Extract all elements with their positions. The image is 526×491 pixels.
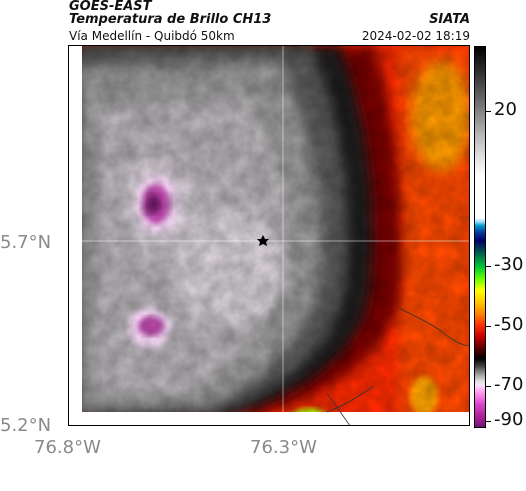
- nodata-bottom: [69, 412, 469, 425]
- lat-label-top: 5.7°N: [0, 232, 52, 253]
- border-line-2: [326, 385, 375, 413]
- border-line-3: [326, 393, 351, 425]
- colorbar-tick: [486, 111, 491, 112]
- satellite-image: [69, 46, 469, 425]
- colorbar-label: 20: [494, 99, 517, 120]
- lon-label-right: 76.3°W: [250, 437, 317, 458]
- texture-overlay: [69, 46, 469, 425]
- border-line-1: [398, 307, 469, 347]
- colorbar-label: -50: [494, 314, 524, 335]
- product-title: Temperatura de Brillo CH13: [69, 12, 272, 27]
- star-marker: [257, 235, 269, 246]
- region-label: Vía Medellín - Quibdó 50km: [69, 29, 235, 43]
- colorbar-label: -30: [494, 254, 524, 275]
- colorbar-tick: [486, 421, 491, 422]
- colorbar-tick: [486, 266, 491, 267]
- colorbar-label: -90: [494, 409, 524, 430]
- datetime-label: 2024-02-02 18:19: [361, 29, 470, 43]
- map-panel: [68, 45, 470, 426]
- nodata-left: [69, 46, 82, 425]
- organization-label: SIATA: [429, 12, 470, 27]
- colorbar-tick: [486, 326, 491, 327]
- lon-label-left: 76.8°W: [34, 437, 101, 458]
- colorbar-tick: [486, 386, 491, 387]
- satellite-title: GOES-EAST: [69, 0, 152, 14]
- lat-label-bottom: 5.2°N: [0, 415, 52, 436]
- colorbar: [474, 46, 486, 428]
- colorbar-label: -70: [494, 374, 524, 395]
